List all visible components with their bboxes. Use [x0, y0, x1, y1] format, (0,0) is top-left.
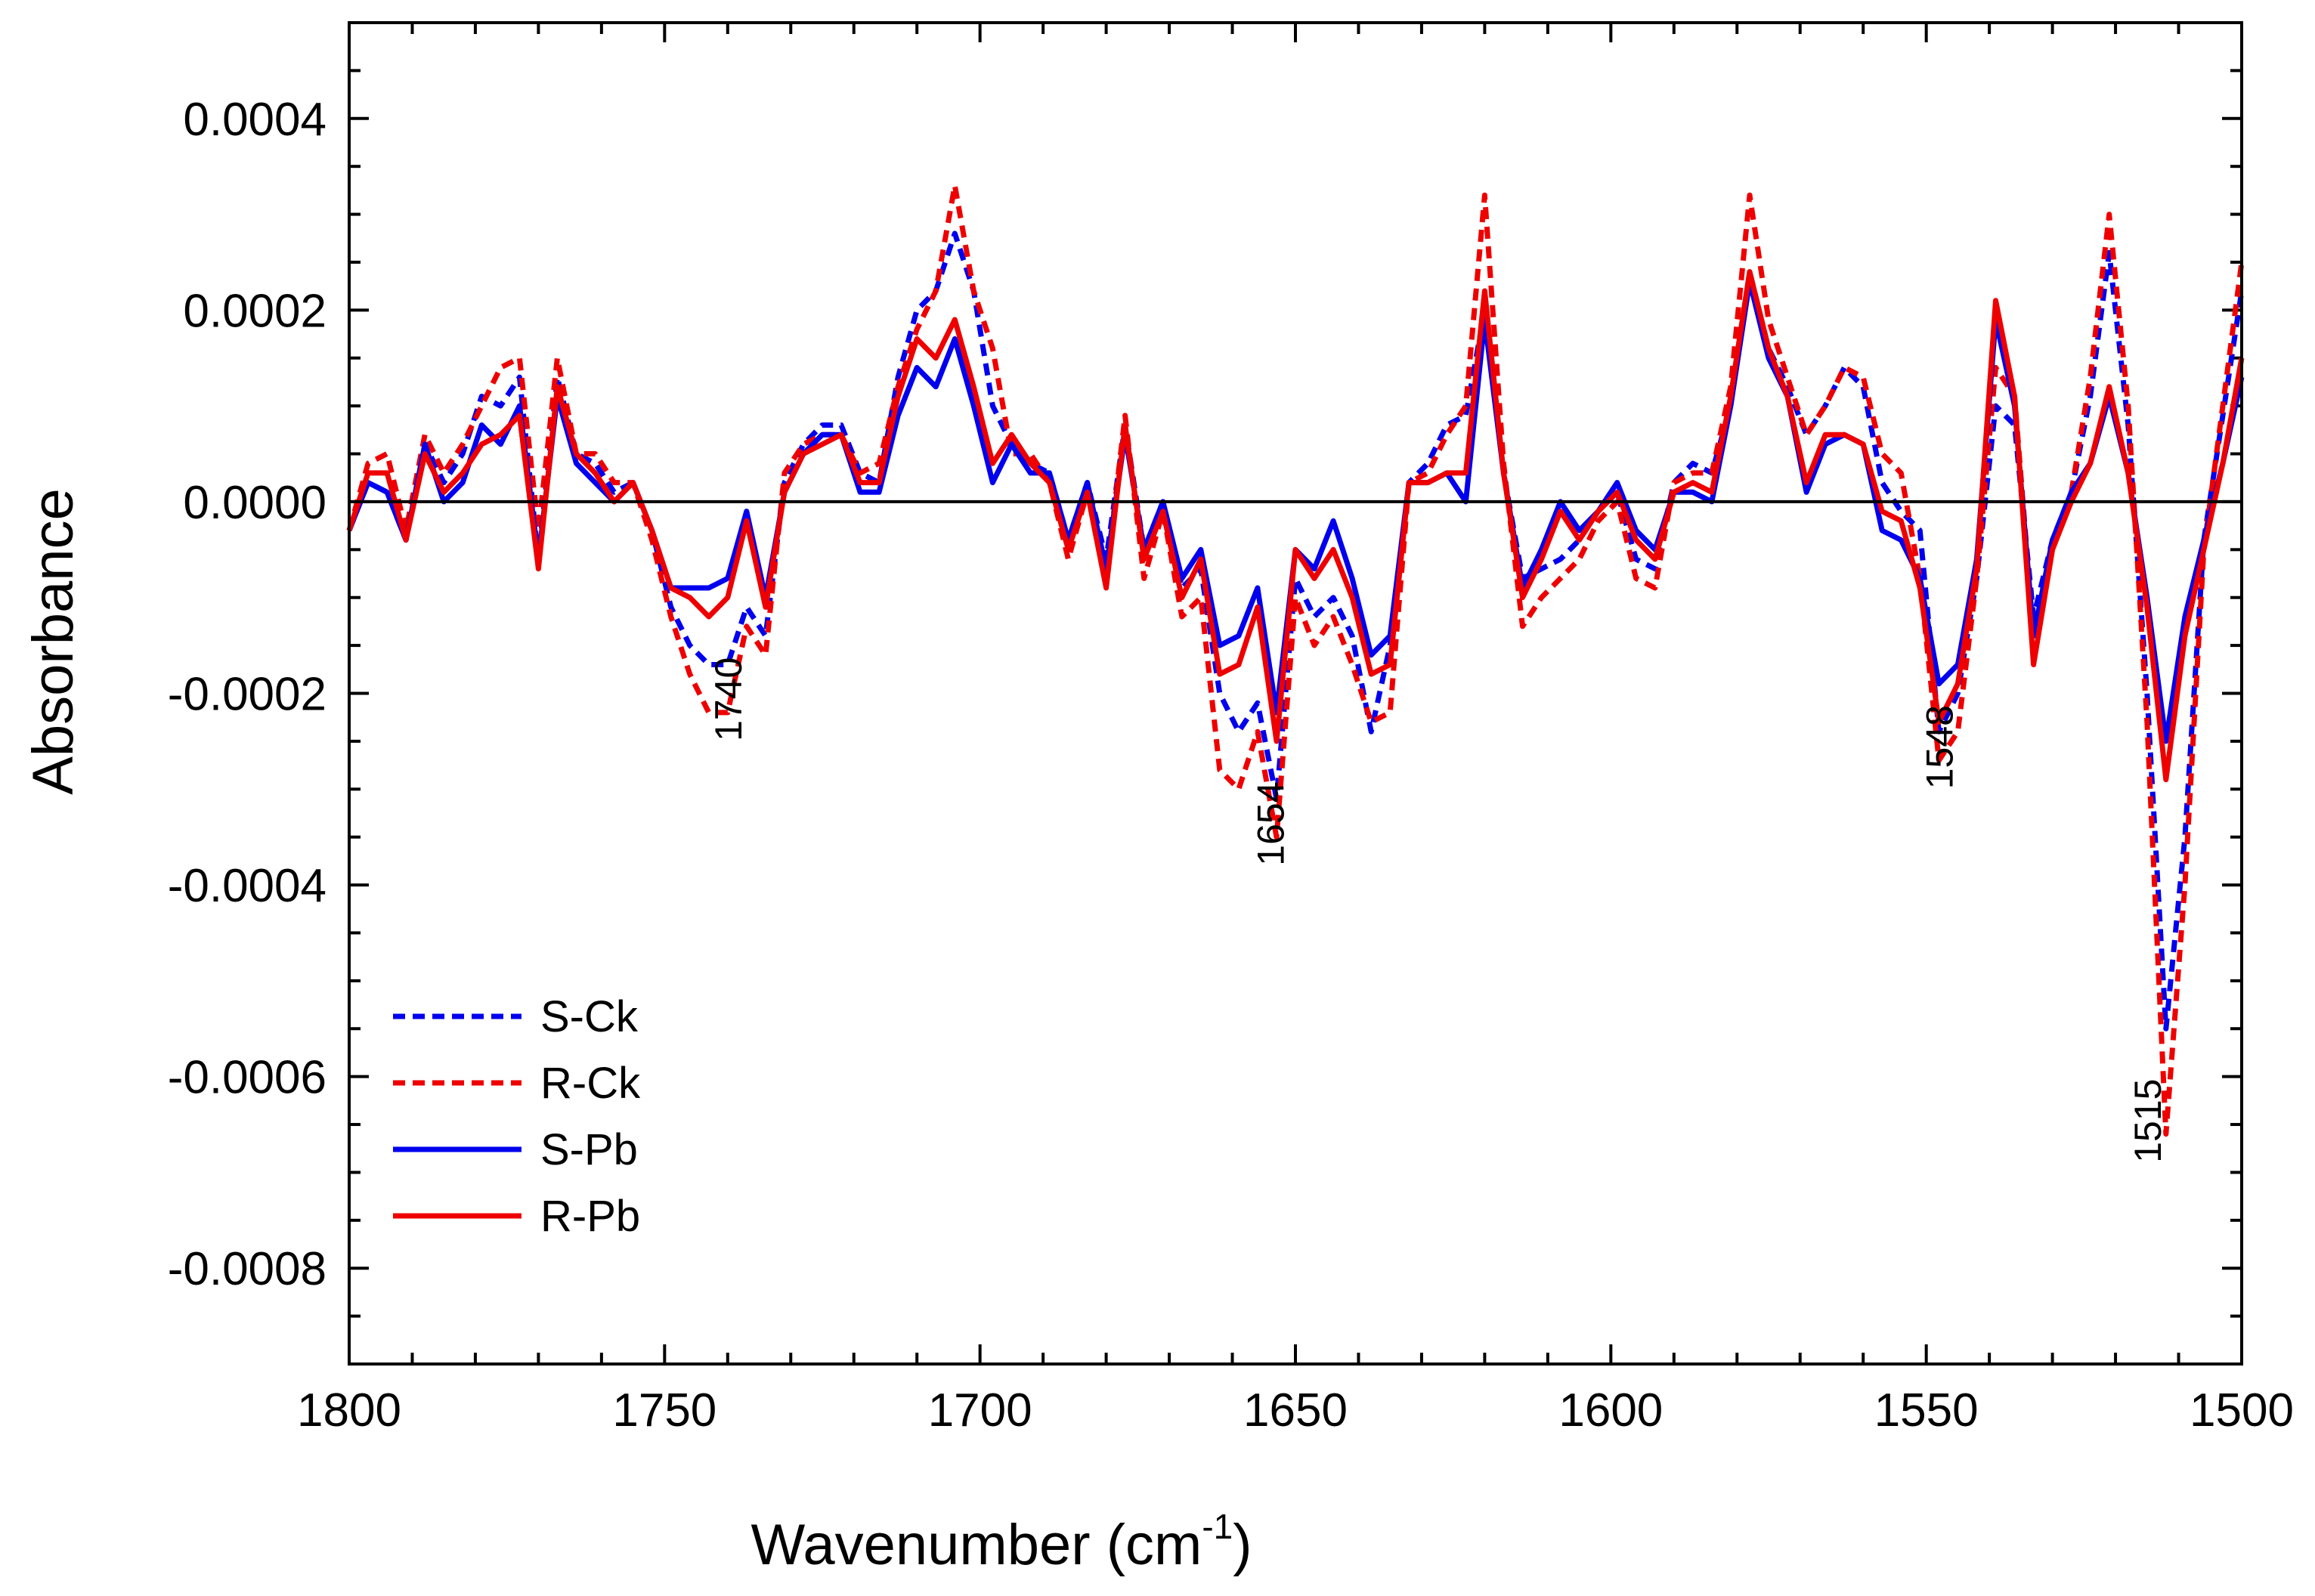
x-tick-label: 1600 [1558, 1384, 1663, 1437]
x-tick-label: 1650 [1243, 1384, 1348, 1437]
peak-label-1515: 1515 [2127, 1079, 2169, 1163]
peak-label-1654: 1654 [1250, 781, 1292, 865]
x-axis-title-close: ) [1233, 1513, 1252, 1577]
y-tick-label: -0.0006 [168, 1052, 327, 1104]
peak-annotations: 1740 1654 1548 1515 [707, 657, 2169, 1163]
x-tick-labels: 1800 1750 1700 1650 1600 1550 1500 [297, 1384, 2294, 1437]
peak-label-1548: 1548 [1918, 705, 1961, 789]
x-tick-label: 1550 [1874, 1384, 1979, 1437]
x-tick-label: 1700 [928, 1384, 1032, 1437]
legend-label-s-ck: S-Ck [540, 992, 639, 1041]
y-tick-label: 0.0000 [183, 477, 327, 529]
legend: S-Ck R-Ck S-Pb R-Pb [393, 992, 641, 1241]
x-tick-label: 1750 [612, 1384, 716, 1437]
legend-label-r-ck: R-Ck [540, 1059, 641, 1108]
x-tick-label: 1500 [2190, 1384, 2294, 1437]
y-tick-labels: 0.0004 0.0002 0.0000 -0.0002 -0.0004 -0.0006 -… [168, 94, 327, 1295]
x-axis-title-main: Wavenumber (cm [751, 1513, 1202, 1577]
plot-frame [348, 21, 2243, 1366]
legend-label-s-pb: S-Pb [540, 1125, 638, 1174]
peak-label-1740: 1740 [707, 657, 750, 741]
y-tick-label: 0.0002 [183, 285, 327, 337]
series-line-r-pb [346, 269, 2245, 783]
y-axis-title: Absorbance [21, 488, 85, 795]
x-axis-title: Wavenumber (cm-1) [751, 1507, 1252, 1577]
legend-label-r-pb: R-Pb [540, 1192, 640, 1241]
series-line-s-ck [346, 230, 2245, 1032]
y-tick-label: -0.0008 [168, 1243, 327, 1295]
x-axis-title-sup: -1 [1202, 1507, 1233, 1546]
x-tick-label: 1800 [297, 1384, 401, 1437]
series-line-r-ck [346, 183, 2245, 1137]
y-tick-label: -0.0004 [168, 860, 327, 912]
series-group [346, 183, 2245, 1137]
y-tick-label: 0.0004 [183, 94, 327, 146]
y-tick-label: -0.0002 [168, 669, 327, 721]
